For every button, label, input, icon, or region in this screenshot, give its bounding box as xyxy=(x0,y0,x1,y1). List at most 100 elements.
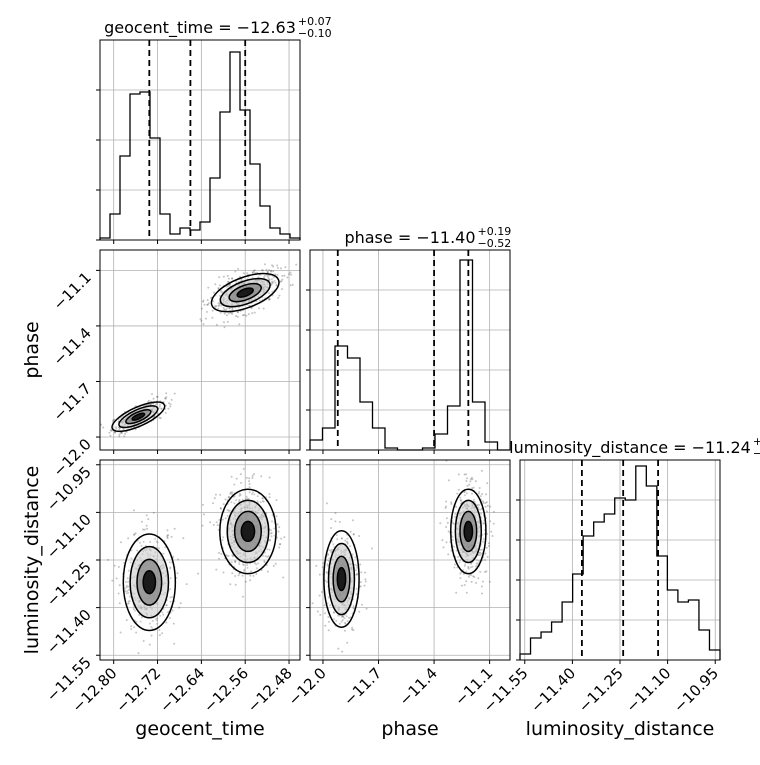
scatter-point xyxy=(118,433,121,436)
scatter-point xyxy=(234,575,237,577)
scatter-point xyxy=(342,615,345,618)
scatter-point xyxy=(477,492,480,495)
scatter-point xyxy=(235,315,238,317)
scatter-point xyxy=(102,426,105,429)
scatter-point xyxy=(463,584,466,586)
scatter-point xyxy=(225,307,228,310)
scatter-point xyxy=(459,498,462,501)
scatter-point xyxy=(289,284,292,287)
scatter-point xyxy=(463,490,466,493)
hist-panel-phase: phase = −11.40 +0.19−0.52 xyxy=(306,225,511,454)
scatter-point xyxy=(214,305,216,308)
scatter-point xyxy=(112,420,114,423)
scatter-point xyxy=(279,280,282,283)
scatter-point xyxy=(471,492,473,495)
scatter-point xyxy=(169,600,172,603)
scatter-point xyxy=(226,320,229,323)
scatter-point xyxy=(222,275,225,278)
histogram-steps xyxy=(519,465,721,660)
panel-title-luminosity_distance: luminosity_distance = −11.24 xyxy=(509,438,751,458)
scatter-point xyxy=(326,563,329,566)
scatter-point xyxy=(236,311,239,314)
density-contour xyxy=(131,412,146,421)
scatter-point xyxy=(249,579,252,582)
scatter-point xyxy=(334,520,337,523)
scatter-point xyxy=(134,532,137,535)
scatter-point xyxy=(217,307,220,310)
scatter-point xyxy=(253,493,256,496)
scatter-point xyxy=(475,562,478,565)
scatter-point xyxy=(344,621,346,624)
scatter-point xyxy=(126,590,129,592)
scatter-point xyxy=(268,496,271,499)
scatter-point xyxy=(486,555,489,558)
scatter-point xyxy=(352,533,355,536)
scatter-point xyxy=(203,303,206,306)
scatter-point xyxy=(197,572,200,575)
scatter-point xyxy=(227,277,230,280)
scatter-point xyxy=(484,552,487,555)
scatter-point xyxy=(142,528,145,531)
scatter-point xyxy=(352,519,354,522)
scatter-panel-luminosity_distance-vs-geocent_time xyxy=(96,459,301,664)
y-tick-label: −11.25 xyxy=(43,558,95,610)
scatter-point xyxy=(352,629,355,631)
scatter-point xyxy=(118,435,121,438)
scatter-point xyxy=(234,559,237,562)
scatter-point xyxy=(355,593,358,596)
scatter-point xyxy=(164,397,167,400)
scatter-point xyxy=(319,613,322,616)
scatter-point xyxy=(354,556,357,559)
scatter-point xyxy=(250,307,253,310)
scatter-point xyxy=(219,311,222,314)
scatter-point xyxy=(262,500,265,503)
scatter-point xyxy=(132,608,135,610)
scatter-point xyxy=(165,621,168,624)
scatter-point xyxy=(455,591,458,594)
scatter-point xyxy=(261,500,264,503)
scatter-point xyxy=(161,611,164,614)
scatter-point xyxy=(231,277,234,280)
scatter-point xyxy=(256,567,258,570)
scatter-point xyxy=(326,564,329,567)
scatter-point xyxy=(220,291,223,294)
scatter-point xyxy=(215,568,218,571)
scatter-point xyxy=(323,604,326,607)
scatter-point xyxy=(268,298,271,301)
x-tick-label: −11.7 xyxy=(340,664,385,709)
scatter-point xyxy=(218,519,221,521)
x-axis-label-geocent_time: geocent_time xyxy=(135,718,264,740)
scatter-point xyxy=(275,284,278,287)
scatter-point xyxy=(354,563,357,566)
scatter-point xyxy=(214,493,217,496)
scatter-point xyxy=(246,497,249,500)
scatter-point xyxy=(159,417,162,420)
scatter-point xyxy=(486,504,489,507)
scatter-point xyxy=(236,315,239,318)
scatter-point xyxy=(207,302,210,305)
scatter-point xyxy=(465,591,468,594)
scatter-point xyxy=(119,631,122,634)
scatter-point xyxy=(233,483,236,486)
scatter-point xyxy=(221,518,224,521)
scatter-point xyxy=(170,398,173,401)
scatter-point xyxy=(242,314,244,317)
scatter-point xyxy=(238,492,241,495)
panel-title-geocent_time: geocent_time = −12.63 xyxy=(104,18,296,38)
scatter-point xyxy=(344,539,347,542)
scatter-point xyxy=(365,607,368,610)
scatter-point xyxy=(270,269,273,272)
scatter-point xyxy=(127,591,130,594)
scatter-point xyxy=(465,473,467,476)
scatter-point xyxy=(453,522,456,525)
scatter-point xyxy=(253,269,256,272)
scatter-point xyxy=(142,640,145,642)
scatter-point xyxy=(248,483,251,485)
scatter-point xyxy=(337,647,340,650)
scatter-point xyxy=(223,321,225,324)
scatter-point xyxy=(275,284,278,287)
scatter-point xyxy=(272,276,275,279)
scatter-point xyxy=(445,500,448,503)
scatter-point xyxy=(256,495,259,498)
scatter-point xyxy=(349,545,351,548)
